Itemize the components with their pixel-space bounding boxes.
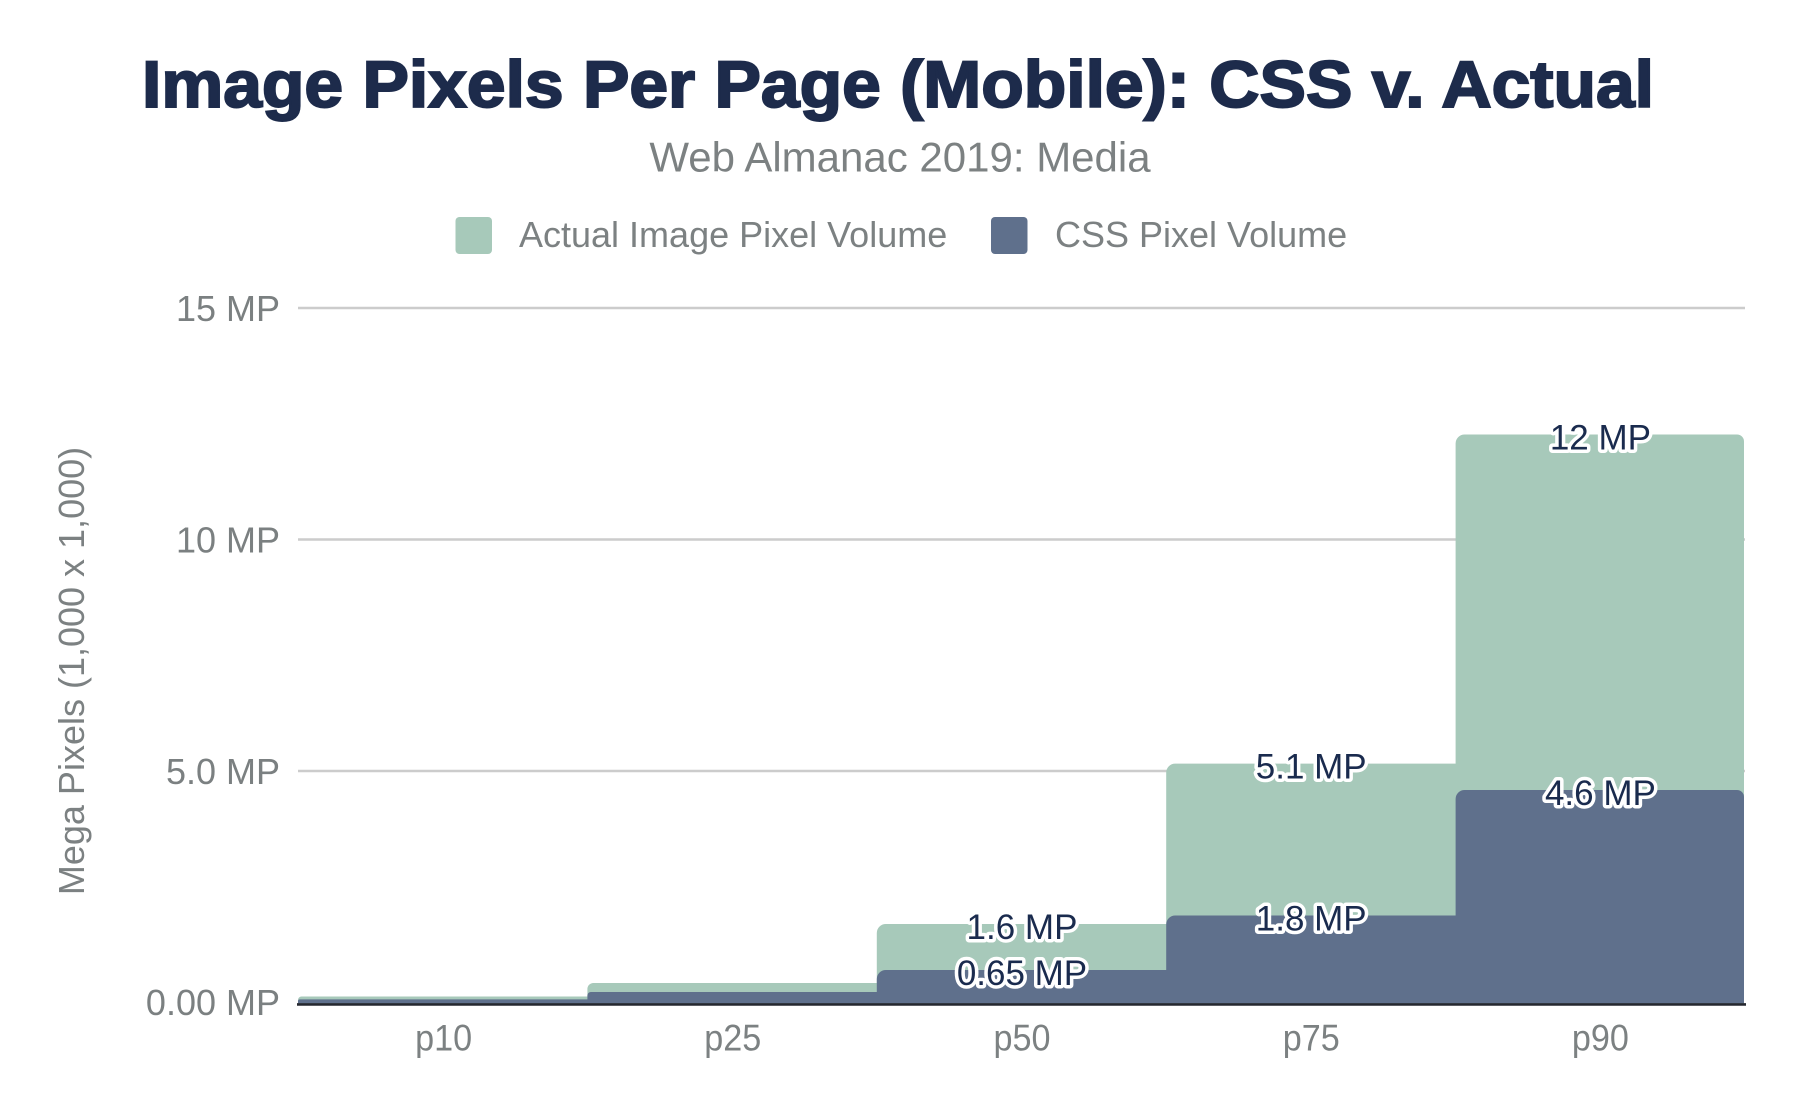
svg-text:Mega Pixels (1,000 x 1,000): Mega Pixels (1,000 x 1,000) xyxy=(51,447,92,895)
svg-text:1.6 MP: 1.6 MP xyxy=(967,908,1078,947)
svg-text:5.1 MP: 5.1 MP xyxy=(1256,747,1367,786)
svg-text:Actual Image Pixel Volume: Actual Image Pixel Volume xyxy=(519,214,947,255)
svg-text:Web Almanac 2019: Media: Web Almanac 2019: Media xyxy=(649,134,1151,181)
svg-text:10 MP: 10 MP xyxy=(176,520,280,561)
svg-text:p90: p90 xyxy=(1572,1018,1629,1059)
svg-text:15 MP: 15 MP xyxy=(176,288,280,329)
svg-text:5.0 MP: 5.0 MP xyxy=(166,751,280,792)
svg-text:0.65 MP: 0.65 MP xyxy=(957,954,1087,993)
svg-text:p75: p75 xyxy=(1283,1018,1340,1059)
svg-text:CSS Pixel Volume: CSS Pixel Volume xyxy=(1055,214,1347,255)
svg-text:p25: p25 xyxy=(704,1018,761,1059)
svg-text:Image Pixels Per Page (Mobile): Image Pixels Per Page (Mobile): CSS v. A… xyxy=(142,47,1654,121)
svg-text:p50: p50 xyxy=(994,1018,1051,1059)
svg-text:1.8 MP: 1.8 MP xyxy=(1256,899,1367,938)
svg-text:12 MP: 12 MP xyxy=(1550,418,1651,457)
svg-text:0.00 MP: 0.00 MP xyxy=(146,982,280,1023)
svg-text:4.6 MP: 4.6 MP xyxy=(1545,774,1656,813)
svg-text:p10: p10 xyxy=(415,1018,472,1059)
